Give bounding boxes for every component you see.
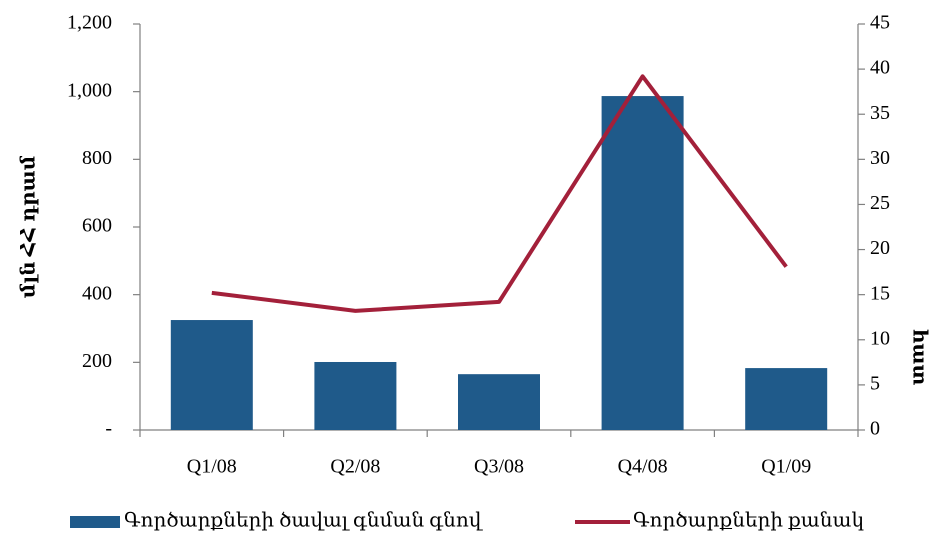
bar <box>745 368 828 430</box>
y-axis-label: մլն ՀՀ դրամ <box>18 155 40 298</box>
bar <box>314 361 397 430</box>
y-tick-label: - <box>105 418 112 440</box>
y2-tick-label: 0 <box>870 418 880 440</box>
y2-tick-label: 10 <box>870 327 890 349</box>
y-tick-label: 200 <box>82 350 112 372</box>
y2-tick-label: 30 <box>870 147 890 169</box>
bar <box>458 374 540 430</box>
y-tick-label: 1,000 <box>67 79 112 101</box>
y2-tick-label: 5 <box>870 372 880 394</box>
bar <box>601 96 684 430</box>
x-tick-label: Q3/08 <box>474 456 524 478</box>
y-tick-label: 1,200 <box>67 12 112 34</box>
legend-label: Գործարքների ծավալ գնման գնով <box>124 510 484 532</box>
y2-tick-label: 15 <box>870 282 890 304</box>
y2-tick-label: 45 <box>870 12 890 34</box>
y-tick-label: 400 <box>82 282 112 304</box>
legend-label: Գործարքների քանակ <box>633 510 864 532</box>
y2-tick-label: 25 <box>870 192 890 214</box>
x-tick-label: Q2/08 <box>330 456 380 478</box>
x-tick-label: Q4/08 <box>618 456 668 478</box>
bar <box>170 320 253 430</box>
legend-swatch <box>70 516 120 528</box>
y2-tick-label: 35 <box>870 102 890 124</box>
x-tick-label: Q1/08 <box>187 456 237 478</box>
y-tick-label: 800 <box>82 147 112 169</box>
y2-tick-label: 20 <box>870 237 890 259</box>
line <box>211 74 788 313</box>
y2-axis-label: հատ <box>908 329 930 386</box>
x-tick-label: Q1/09 <box>761 456 811 478</box>
y2-tick-label: 40 <box>870 57 890 79</box>
y-tick-label: 600 <box>82 215 112 237</box>
